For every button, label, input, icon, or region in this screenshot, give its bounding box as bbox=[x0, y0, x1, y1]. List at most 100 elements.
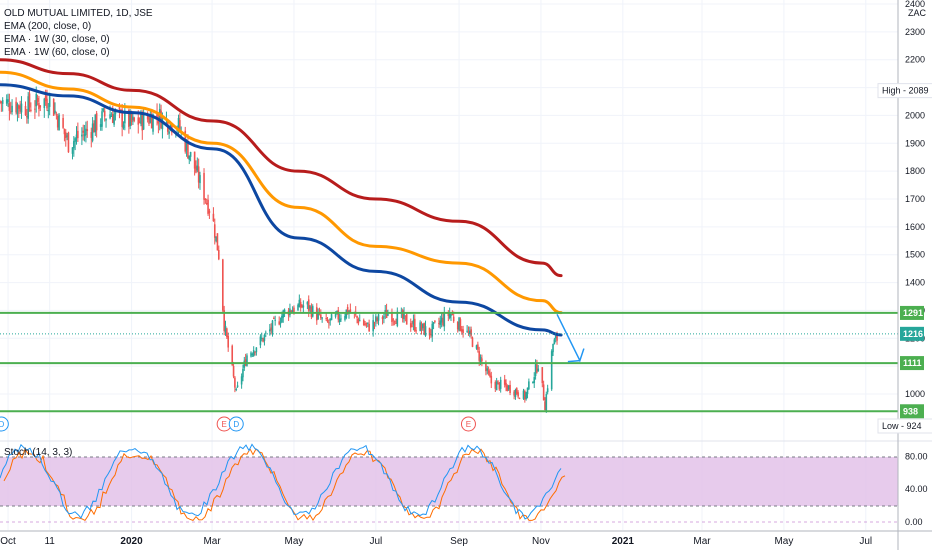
price-tick-label: 1700 bbox=[905, 194, 925, 204]
candle-up bbox=[554, 336, 557, 339]
stoch-lines bbox=[0, 443, 566, 522]
time-tick-label: Oct bbox=[0, 536, 16, 547]
price-tick-label: 1900 bbox=[905, 138, 925, 148]
dividend-marker-label: D bbox=[233, 420, 239, 429]
candle-up bbox=[236, 385, 239, 387]
candle-up bbox=[263, 335, 266, 341]
candle-down bbox=[393, 321, 396, 323]
candle-up bbox=[553, 339, 556, 345]
stoch-legend[interactable]: Stoch (14, 3, 3) bbox=[4, 447, 73, 458]
candle-up bbox=[74, 138, 76, 142]
candle-up bbox=[66, 135, 68, 137]
candle-down bbox=[503, 379, 506, 385]
candle-up bbox=[1, 100, 4, 104]
candle-up bbox=[122, 124, 125, 129]
candle-down bbox=[207, 199, 209, 214]
candle-up bbox=[545, 394, 548, 412]
candle-down bbox=[462, 329, 464, 333]
arrow-line[interactable] bbox=[556, 313, 585, 363]
candle-down bbox=[471, 337, 474, 347]
candle-down bbox=[193, 151, 196, 169]
high-badge-bg bbox=[877, 83, 932, 99]
ema-lines bbox=[0, 58, 563, 337]
candle-down bbox=[326, 319, 329, 322]
candle-down bbox=[8, 103, 11, 111]
candle-down bbox=[452, 316, 455, 322]
candle-up bbox=[522, 390, 525, 399]
projection-arrow[interactable] bbox=[556, 313, 585, 363]
candle-up bbox=[311, 306, 314, 317]
stoch-d-line bbox=[3, 447, 566, 522]
legend-ema1w30[interactable]: EMA · 1W (30, close, 0) bbox=[4, 34, 110, 45]
candle-down bbox=[148, 119, 150, 124]
level-badge-bg bbox=[900, 305, 924, 320]
candle-down bbox=[438, 323, 440, 325]
dividend-marker[interactable] bbox=[0, 416, 9, 432]
candle-up bbox=[495, 381, 498, 391]
candle-up bbox=[283, 309, 286, 314]
price-badges: High - 2089 Low - 924 1291 1111 938 1216 bbox=[877, 83, 932, 434]
time-tick-label: Jul bbox=[369, 536, 382, 547]
candle-up bbox=[533, 377, 536, 383]
candle-down bbox=[39, 105, 42, 108]
candle-down bbox=[63, 128, 66, 135]
candle-up bbox=[412, 320, 415, 325]
candle-down bbox=[498, 382, 501, 390]
candle-down bbox=[447, 312, 450, 316]
horizontal-levels[interactable] bbox=[0, 311, 898, 413]
candle-up bbox=[279, 322, 282, 324]
candle-down bbox=[430, 333, 432, 335]
symbol-title[interactable]: OLD MUTUAL LIMITED, 1D, JSE bbox=[4, 8, 153, 19]
candle-up bbox=[109, 114, 111, 119]
candle-down bbox=[505, 382, 507, 387]
candle-up bbox=[330, 314, 333, 321]
earnings-marker-label: E bbox=[466, 420, 471, 429]
candle-up bbox=[534, 364, 537, 376]
arrow-head bbox=[567, 359, 580, 363]
candle-up bbox=[383, 316, 385, 318]
candle-down bbox=[420, 324, 423, 330]
candle-down bbox=[357, 318, 360, 324]
candle-up bbox=[35, 93, 38, 107]
candle-up bbox=[422, 323, 424, 329]
candle-down bbox=[385, 310, 388, 318]
legend-ema200[interactable]: EMA (200, close, 0) bbox=[4, 21, 92, 32]
candle-up bbox=[7, 99, 9, 103]
candle-up bbox=[507, 385, 510, 390]
candle-down bbox=[34, 108, 36, 110]
candle-down bbox=[460, 329, 463, 332]
candle-up bbox=[372, 320, 374, 332]
price-tick-label: 1500 bbox=[905, 250, 925, 260]
candle-up bbox=[297, 304, 299, 311]
candle-up bbox=[5, 99, 8, 104]
dividend-marker[interactable] bbox=[228, 416, 244, 432]
candle-down bbox=[349, 309, 352, 313]
candle-up bbox=[91, 123, 94, 141]
candle-up bbox=[152, 114, 154, 132]
candle-down bbox=[227, 335, 229, 348]
candle-up bbox=[99, 124, 102, 127]
candle-down bbox=[128, 110, 130, 127]
candle-up bbox=[189, 152, 192, 157]
candle-down bbox=[364, 324, 366, 326]
candle-down bbox=[103, 110, 106, 117]
earnings-marker[interactable] bbox=[460, 416, 476, 432]
time-tick-label: Mar bbox=[693, 536, 711, 547]
candle-down bbox=[55, 114, 58, 116]
candle-up bbox=[525, 392, 527, 399]
price-tick-label: 2200 bbox=[905, 55, 925, 65]
legend-ema1w60[interactable]: EMA · 1W (60, close, 0) bbox=[4, 47, 110, 58]
candle-up bbox=[110, 116, 113, 118]
candle-down bbox=[494, 382, 497, 389]
earnings-marker-label: E bbox=[221, 420, 226, 429]
candle-up bbox=[168, 131, 170, 134]
candle-down bbox=[95, 113, 98, 131]
candle-up bbox=[58, 114, 60, 131]
price-tick-label: 1400 bbox=[905, 278, 925, 288]
candle-down bbox=[544, 401, 546, 411]
time-tick-label: Sep bbox=[450, 536, 468, 547]
candle-up bbox=[242, 368, 244, 378]
candle-down bbox=[56, 115, 59, 128]
